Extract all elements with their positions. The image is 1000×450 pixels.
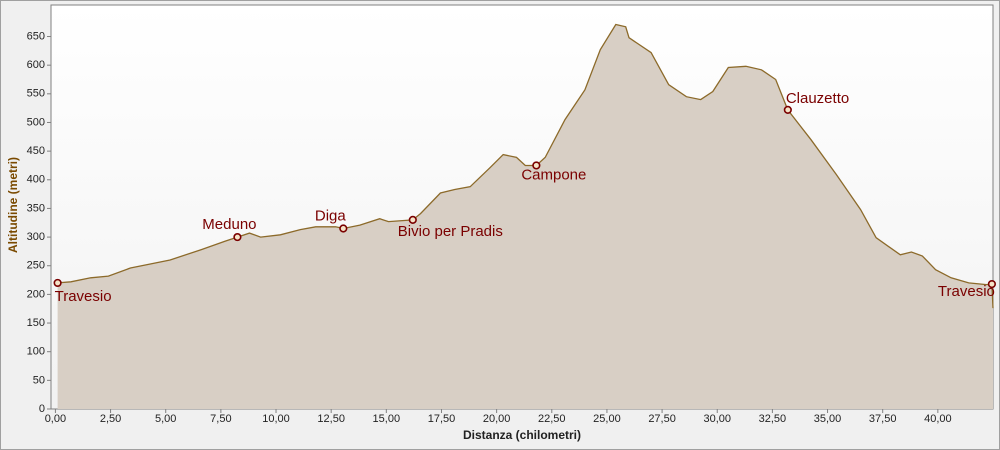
y-tick-label: 450: [27, 145, 45, 157]
y-tick-label: 0: [39, 403, 45, 415]
y-tick-label: 400: [27, 174, 45, 186]
x-tick-label: 17,50: [428, 413, 456, 425]
area-fill: [57, 24, 994, 409]
waypoint-marker: [408, 215, 417, 224]
waypoint-label: Meduno: [202, 216, 256, 233]
waypoint-marker: [339, 224, 348, 233]
x-tick-label: 27,50: [648, 413, 676, 425]
profile-line: [57, 23, 994, 309]
y-tick-label: 100: [27, 346, 45, 358]
x-tick-label: 25,00: [593, 413, 621, 425]
y-tick-label: 300: [27, 231, 45, 243]
waypoint-marker: [233, 232, 242, 242]
x-tick-label: 35,00: [814, 413, 842, 425]
y-axis-label: Altitudine (metri): [6, 157, 20, 253]
waypoint-label: Travesio: [938, 283, 995, 300]
y-tick-label: 600: [27, 59, 45, 71]
y-tick-label: 550: [27, 88, 45, 100]
x-tick-label: 30,00: [703, 413, 731, 425]
y-tick-label: 350: [27, 202, 45, 214]
waypoint-marker: [532, 161, 541, 170]
x-tick-label: 0,00: [45, 413, 66, 425]
x-axis-label: Distanza (chilometri): [463, 428, 581, 442]
waypoint-label: Travesio: [55, 288, 112, 305]
y-tick-label: 250: [27, 260, 45, 272]
waypoint-label: Campone: [521, 166, 586, 183]
y-tick-label: 50: [33, 374, 45, 386]
x-tick-label: 10,00: [262, 413, 290, 425]
y-tick-label: 200: [27, 288, 45, 300]
x-tick-label: 22,50: [538, 413, 566, 425]
x-tick-label: 20,00: [483, 413, 511, 425]
waypoint-label: Bivio per Pradis: [398, 223, 503, 240]
y-tick-label: 650: [27, 30, 45, 42]
waypoint-marker: [987, 279, 996, 289]
y-tick-label: 150: [27, 317, 45, 329]
x-tick-label: 40,00: [924, 413, 952, 425]
x-tick-label: 15,00: [373, 413, 401, 425]
y-tick-label: 500: [27, 116, 45, 128]
x-tick-label: 7,50: [210, 413, 231, 425]
x-tick-label: 5,00: [155, 413, 176, 425]
x-tick-label: 37,50: [869, 413, 897, 425]
x-tick-label: 2,50: [100, 413, 121, 425]
waypoint-label: Diga: [315, 207, 347, 224]
x-tick-label: 12,50: [317, 413, 345, 425]
waypoint-marker: [53, 278, 62, 288]
waypoint-marker: [783, 105, 792, 114]
x-tick-label: 32,50: [759, 413, 787, 425]
waypoint-label: Clauzetto: [786, 90, 849, 107]
